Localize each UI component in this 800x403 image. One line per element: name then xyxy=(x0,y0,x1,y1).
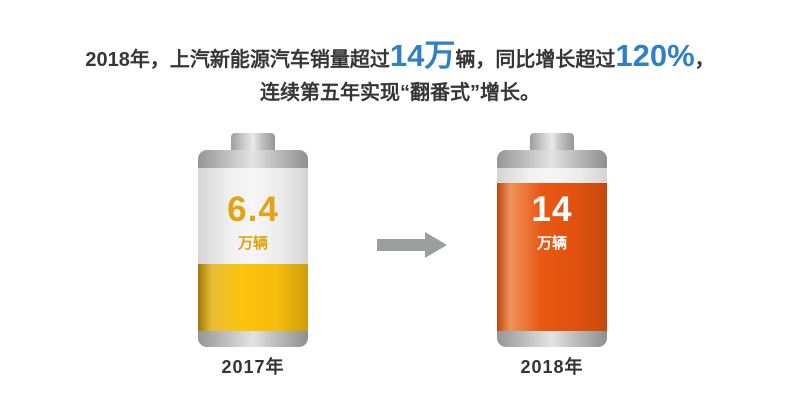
arrow-right-icon xyxy=(377,232,447,258)
battery-bottom-band xyxy=(198,331,308,347)
battery-fill-2018 xyxy=(497,182,607,331)
headline-text-1: 2018年，上汽新能源汽车销量超过 xyxy=(85,49,390,71)
headline-figure-sales: 14万 xyxy=(389,38,456,73)
sales-value-2018: 14 xyxy=(531,190,573,229)
year-label-2017: 2017年 xyxy=(221,357,285,377)
headline: 2018年，上汽新能源汽车销量超过14万辆，同比增长超过120%， 连续第五年实… xyxy=(0,38,800,106)
battery-fill-2017 xyxy=(198,264,308,331)
battery-body-2018: 14 万辆 xyxy=(497,150,607,347)
battery-2018: 14 万辆 2018年 xyxy=(497,133,607,379)
battery-inner-2017: 6.4 万辆 xyxy=(198,168,308,331)
headline-line2: 连续第五年实现“翻番式”增长。 xyxy=(260,82,540,104)
headline-line1: 2018年，上汽新能源汽车销量超过14万辆，同比增长超过120%， xyxy=(0,38,800,78)
battery-bottom-band xyxy=(497,331,607,347)
headline-text-3: ， xyxy=(694,49,715,71)
battery-cap-icon xyxy=(530,133,574,150)
battery-top-band xyxy=(198,150,308,168)
headline-text-2: 辆，同比增长超过 xyxy=(455,49,616,71)
arrow-head xyxy=(425,232,447,258)
sales-value-2017: 6.4 xyxy=(227,190,279,229)
battery-inner-2018: 14 万辆 xyxy=(497,168,607,331)
battery-cap-icon xyxy=(231,133,275,150)
sales-unit-2018: 万辆 xyxy=(536,235,567,252)
battery-stats-2017: 6.4 万辆 xyxy=(198,192,308,253)
battery-2017: 6.4 万辆 2017年 xyxy=(198,133,308,379)
sales-unit-2017: 万辆 xyxy=(237,235,268,252)
battery-stats-2018: 14 万辆 xyxy=(497,192,607,253)
arrow-shaft xyxy=(377,239,425,251)
battery-top-band xyxy=(497,150,607,168)
year-label-2018: 2018年 xyxy=(520,357,584,377)
headline-figure-growth: 120% xyxy=(615,38,695,73)
battery-body-2017: 6.4 万辆 xyxy=(198,150,308,347)
